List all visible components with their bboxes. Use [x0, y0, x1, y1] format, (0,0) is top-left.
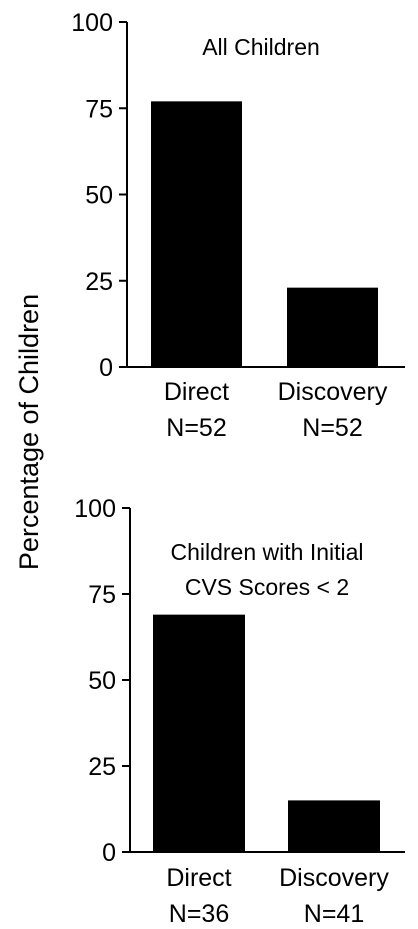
x-sample-size-label: N=52	[302, 414, 362, 442]
y-tick-label: 25	[85, 268, 113, 296]
x-sample-size-label: N=52	[166, 414, 226, 442]
y-tick-label: 50	[85, 182, 113, 210]
bar-discovery	[288, 800, 380, 852]
chart-panel-initial-cvs: Children with Initial CVS Scores < 2 0 25…	[74, 495, 405, 928]
x-category-label: Direct	[164, 378, 229, 406]
x-category-label: Discovery	[279, 864, 389, 892]
y-tick-label: 100	[71, 9, 113, 37]
y-tick-label: 0	[99, 354, 113, 382]
chart-title-line-1: All Children	[202, 34, 320, 60]
y-tick-label: 50	[88, 667, 116, 695]
y-tick-label: 100	[74, 495, 116, 523]
y-axis-label: Percentage of Children	[14, 294, 44, 570]
x-category-label: Direct	[166, 864, 231, 892]
bar-direct	[153, 614, 245, 852]
y-tick-label: 25	[88, 753, 116, 781]
x-sample-size-label: N=41	[304, 900, 364, 928]
chart-title-line-2: CVS Scores < 2	[185, 574, 349, 600]
chart-title-line-1: Children with Initial	[170, 539, 363, 565]
y-tick-label: 0	[102, 839, 116, 867]
y-tick-label: 75	[88, 581, 116, 609]
bar-discovery	[287, 287, 378, 367]
chart-panel-all-children: All Children 0 25 50 75 100 Direct N=52 Discove…	[71, 9, 405, 442]
x-sample-size-label: N=36	[169, 900, 229, 928]
y-tick-label: 75	[85, 95, 113, 123]
bar-direct	[151, 101, 242, 367]
x-category-label: Discovery	[278, 378, 388, 406]
